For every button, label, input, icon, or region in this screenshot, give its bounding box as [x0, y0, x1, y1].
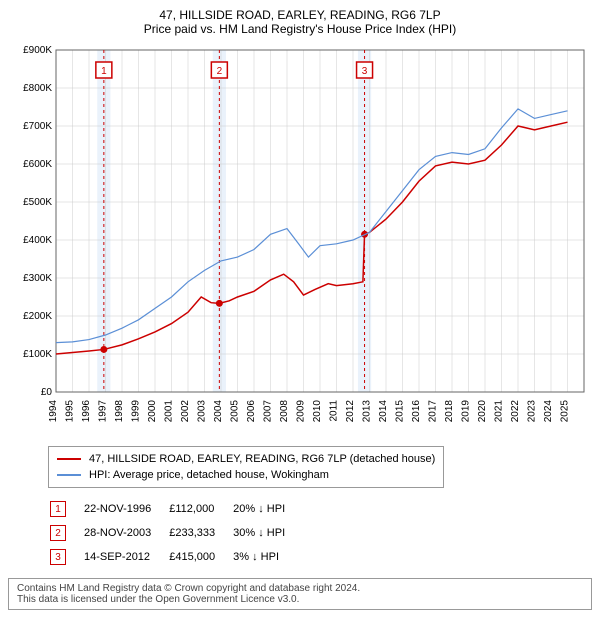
svg-text:2018: 2018 — [444, 400, 455, 423]
svg-text:2001: 2001 — [164, 400, 175, 423]
marker-delta: 20% ↓ HPI — [233, 498, 301, 520]
footer: Contains HM Land Registry data © Crown c… — [8, 578, 592, 610]
svg-text:£200K: £200K — [23, 311, 52, 322]
svg-text:1994: 1994 — [48, 400, 59, 423]
svg-text:2010: 2010 — [312, 400, 323, 423]
svg-text:£700K: £700K — [23, 121, 52, 132]
svg-text:2008: 2008 — [279, 400, 290, 423]
table-row: 2 28-NOV-2003£233,33330% ↓ HPI — [50, 522, 301, 544]
legend-label: HPI: Average price, detached house, Woki… — [89, 467, 329, 483]
footer-line2: This data is licensed under the Open Gov… — [17, 594, 583, 605]
svg-text:2012: 2012 — [345, 400, 356, 423]
svg-text:1997: 1997 — [98, 400, 109, 423]
svg-text:3: 3 — [362, 66, 368, 77]
chart: £0 £100K £200K £300K £400K £500K £600K £700K £80… — [8, 40, 592, 440]
svg-text:2011: 2011 — [329, 400, 340, 422]
container: 47, HILLSIDE ROAD, EARLEY, READING, RG6 … — [0, 0, 600, 618]
svg-text:2021: 2021 — [494, 400, 505, 423]
svg-text:2022: 2022 — [510, 400, 521, 423]
marker-delta: 3% ↓ HPI — [233, 546, 301, 568]
markers-table: 1 22-NOV-1996£112,00020% ↓ HPI 2 28-NOV-200… — [48, 496, 303, 570]
legend-row: 47, HILLSIDE ROAD, EARLEY, READING, RG6 … — [57, 451, 435, 467]
marker-date: 28-NOV-2003 — [84, 522, 167, 544]
marker-delta: 30% ↓ HPI — [233, 522, 301, 544]
svg-text:£400K: £400K — [23, 235, 52, 246]
svg-text:1998: 1998 — [114, 400, 125, 423]
svg-text:£100K: £100K — [23, 349, 52, 360]
marker-price: £415,000 — [169, 546, 231, 568]
svg-text:£300K: £300K — [23, 273, 52, 284]
svg-text:2000: 2000 — [147, 400, 158, 423]
marker-date: 14-SEP-2012 — [84, 546, 167, 568]
marker-price: £233,333 — [169, 522, 231, 544]
svg-text:2007: 2007 — [263, 400, 274, 423]
svg-text:2019: 2019 — [461, 400, 472, 423]
svg-text:2004: 2004 — [213, 400, 224, 423]
svg-text:1996: 1996 — [81, 400, 92, 423]
svg-text:2024: 2024 — [543, 400, 554, 423]
svg-text:2017: 2017 — [428, 400, 439, 423]
page-subtitle: Price paid vs. HM Land Registry's House … — [8, 22, 592, 36]
marker-number: 3 — [50, 549, 66, 565]
legend-label: 47, HILLSIDE ROAD, EARLEY, READING, RG6 … — [89, 451, 435, 467]
marker-number: 1 — [50, 501, 66, 517]
svg-text:1995: 1995 — [65, 400, 76, 423]
legend: 47, HILLSIDE ROAD, EARLEY, READING, RG6 … — [48, 446, 444, 488]
svg-text:2: 2 — [217, 66, 223, 77]
svg-text:2009: 2009 — [296, 400, 307, 423]
svg-text:£600K: £600K — [23, 159, 52, 170]
footer-line1: Contains HM Land Registry data © Crown c… — [17, 583, 583, 594]
legend-swatch — [57, 458, 81, 460]
svg-text:2020: 2020 — [477, 400, 488, 423]
svg-text:2013: 2013 — [362, 400, 373, 423]
svg-text:1999: 1999 — [131, 400, 142, 423]
svg-text:2023: 2023 — [527, 400, 538, 423]
svg-text:£500K: £500K — [23, 197, 52, 208]
svg-text:2016: 2016 — [411, 400, 422, 423]
svg-text:£800K: £800K — [23, 83, 52, 94]
table-row: 1 22-NOV-1996£112,00020% ↓ HPI — [50, 498, 301, 520]
table-row: 3 14-SEP-2012£415,0003% ↓ HPI — [50, 546, 301, 568]
marker-date: 22-NOV-1996 — [84, 498, 167, 520]
svg-text:1: 1 — [101, 66, 107, 77]
legend-row: HPI: Average price, detached house, Woki… — [57, 467, 435, 483]
svg-text:2014: 2014 — [378, 400, 389, 423]
marker-price: £112,000 — [169, 498, 231, 520]
svg-text:£0: £0 — [41, 387, 53, 398]
svg-text:2025: 2025 — [560, 400, 571, 423]
legend-swatch — [57, 474, 81, 476]
svg-text:2002: 2002 — [180, 400, 191, 423]
svg-text:2006: 2006 — [246, 400, 257, 423]
svg-text:2015: 2015 — [395, 400, 406, 423]
page-title: 47, HILLSIDE ROAD, EARLEY, READING, RG6 … — [8, 8, 592, 22]
svg-text:£900K: £900K — [23, 45, 52, 56]
svg-text:2005: 2005 — [230, 400, 241, 423]
marker-number: 2 — [50, 525, 66, 541]
svg-text:2003: 2003 — [197, 400, 208, 423]
